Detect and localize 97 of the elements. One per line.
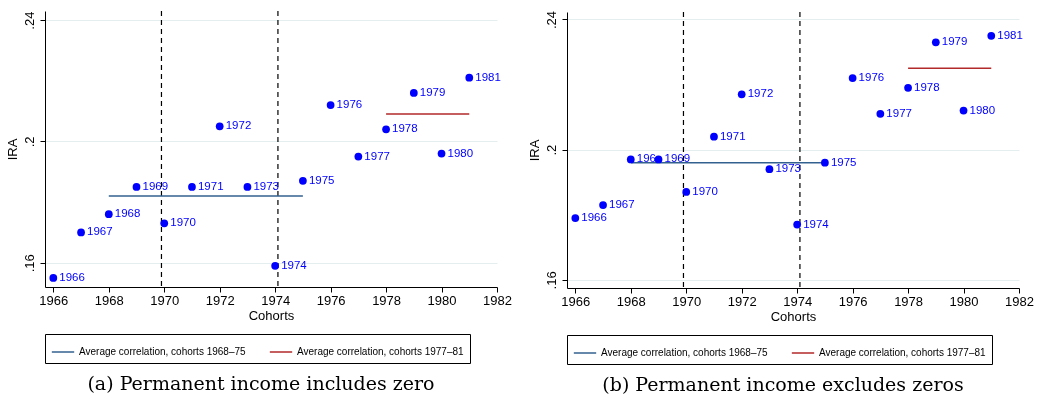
annotation: 1977 <box>886 106 912 119</box>
annotation: 1980 <box>969 103 996 116</box>
point <box>465 73 474 82</box>
y-axis-title: IRA <box>526 139 542 162</box>
x-tick-label: 1968 <box>616 293 646 309</box>
x-axis-title: Cohorts <box>770 308 817 324</box>
annotation: 1972 <box>747 87 774 100</box>
x-tick-label: 1980 <box>427 292 457 308</box>
point <box>188 183 196 191</box>
point <box>77 228 85 237</box>
point <box>215 122 224 131</box>
annotation: 1970 <box>170 216 196 229</box>
point <box>959 106 968 115</box>
point <box>326 101 335 109</box>
y-tick-label: .24 <box>21 11 37 30</box>
annotation: 1976 <box>858 71 885 84</box>
x-tick-label: 1974 <box>783 293 813 309</box>
annotation: 1979 <box>941 35 968 48</box>
point <box>737 90 746 99</box>
annotation: 1969 <box>664 152 691 165</box>
annotation: 1969 <box>142 179 169 192</box>
x-tick-label: 1972 <box>205 292 235 308</box>
point <box>682 188 691 196</box>
x-tick-label: 1982 <box>1005 293 1034 309</box>
point <box>821 158 829 167</box>
legend-label: Average correlation, cohorts 1977–81 <box>297 346 465 357</box>
text: (a) Permanent income includes zero <box>86 372 436 394</box>
annotation: 1967 <box>609 198 635 210</box>
annotation: 1976 <box>336 98 363 111</box>
y-tick-label: .16 <box>21 254 37 273</box>
point <box>571 214 580 222</box>
annotation: 1980 <box>447 146 474 159</box>
point <box>626 155 635 164</box>
annotation: 1971 <box>719 129 746 142</box>
point <box>437 149 446 158</box>
point <box>904 83 912 92</box>
point <box>710 132 718 141</box>
x-tick-label: 1972 <box>727 293 757 309</box>
annotation: 1973 <box>775 162 802 175</box>
y-tick-label: .16 <box>543 271 559 290</box>
point <box>354 152 363 161</box>
point <box>104 210 113 219</box>
point <box>409 89 418 97</box>
x-tick-label: 1978 <box>372 292 402 308</box>
point <box>931 38 940 47</box>
annotation: 1978 <box>914 80 940 93</box>
x-tick-label: 1970 <box>672 293 702 309</box>
point <box>271 261 280 270</box>
annotation: 1981 <box>475 70 501 83</box>
annotation: 1974 <box>281 258 308 271</box>
x-tick-label: 1982 <box>483 292 512 308</box>
x-tick-label: 1966 <box>39 292 69 308</box>
y-tick-label: .2 <box>543 144 559 156</box>
point <box>987 31 996 40</box>
annotation: 1974 <box>803 217 830 230</box>
annotation: 1972 <box>225 119 252 132</box>
annotation: 1979 <box>419 85 446 98</box>
point <box>299 176 307 185</box>
point <box>876 110 885 118</box>
x-tick-label: 1968 <box>94 292 124 308</box>
annotation: 1978 <box>392 122 418 135</box>
y-axis-title: IRA <box>4 138 20 161</box>
annotation: 1966 <box>581 211 607 224</box>
annotation: 1967 <box>87 225 113 238</box>
point <box>765 165 774 174</box>
legend-label: Average correlation, cohorts 1968–75 <box>601 347 769 358</box>
annotation: 1981 <box>997 28 1023 41</box>
annotation: 1973 <box>253 179 280 192</box>
annotation: 1971 <box>197 179 224 192</box>
point <box>49 274 58 282</box>
y-tick-label: .24 <box>543 10 559 30</box>
point <box>382 125 390 134</box>
x-tick-label: 1978 <box>894 293 924 309</box>
x-tick-label: 1976 <box>316 292 346 308</box>
x-tick-label: 1976 <box>838 293 868 309</box>
annotation: 1975 <box>830 155 857 168</box>
point <box>848 74 857 82</box>
point <box>599 201 607 209</box>
annotation: 1968 <box>114 207 141 220</box>
point <box>160 219 169 228</box>
annotation: 1966 <box>59 270 85 283</box>
x-axis-title: Cohorts <box>248 307 295 323</box>
x-tick-label: 1980 <box>949 293 979 309</box>
x-tick-label: 1974 <box>261 292 291 308</box>
annotation: 1975 <box>308 173 335 186</box>
point <box>132 183 141 191</box>
point <box>243 183 252 191</box>
x-tick-label: 1970 <box>150 292 180 308</box>
annotation: 1970 <box>692 184 718 197</box>
text: (b) Permanent income excludes zeros <box>601 373 965 395</box>
x-tick-label: 1966 <box>561 293 591 309</box>
y-tick-label: .2 <box>21 136 37 148</box>
legend-label: Average correlation, cohorts 1977–81 <box>819 347 987 358</box>
legend-label: Average correlation, cohorts 1968–75 <box>79 346 247 357</box>
annotation: 1977 <box>364 149 390 162</box>
annotation: 196 <box>636 152 656 165</box>
point <box>793 220 802 229</box>
